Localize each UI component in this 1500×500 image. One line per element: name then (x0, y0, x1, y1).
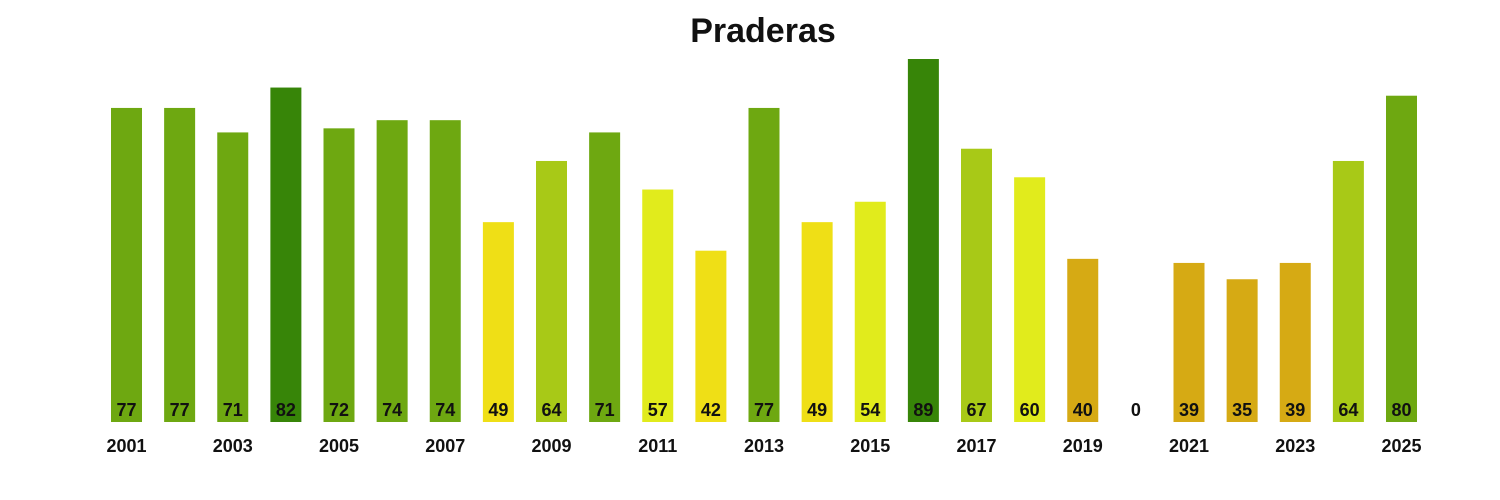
value-label-2025: 80 (1391, 400, 1411, 420)
bar-2023 (1279, 262, 1311, 422)
value-label-2020: 0 (1131, 400, 1141, 420)
value-label-2006: 74 (382, 400, 402, 420)
bar-2009 (536, 160, 567, 422)
value-label-2002: 77 (170, 400, 190, 420)
bar-2008 (482, 222, 514, 422)
x-tick-label-2007: 2007 (425, 436, 465, 456)
value-label-2010: 71 (595, 400, 615, 420)
bar-2002 (164, 107, 196, 422)
x-tick-label-2005: 2005 (319, 436, 359, 456)
value-label-2012: 42 (701, 400, 721, 420)
x-tick-label-2021: 2021 (1169, 436, 1209, 456)
bar-2010 (589, 132, 621, 423)
bar-2016 (907, 59, 939, 422)
x-tick-label-2019: 2019 (1063, 436, 1103, 456)
value-label-2016: 89 (913, 400, 933, 420)
bar-2003 (217, 132, 249, 423)
bar-2025 (1386, 95, 1417, 423)
bar-2005 (323, 128, 355, 422)
bar-2011 (642, 189, 674, 422)
value-label-2015: 54 (860, 400, 880, 420)
value-label-2022: 35 (1232, 400, 1252, 420)
bar-2017 (961, 148, 992, 423)
x-tick-label-2025: 2025 (1381, 436, 1421, 456)
x-tick-label-2013: 2013 (744, 436, 784, 456)
bar-2001 (111, 107, 142, 422)
bar-2004 (270, 87, 302, 423)
value-label-2018: 60 (1020, 400, 1040, 420)
bar-2022 (1226, 279, 1258, 422)
bar-2019 (1067, 258, 1099, 422)
x-tick-label-2003: 2003 (213, 436, 253, 456)
value-label-2005: 72 (329, 400, 349, 420)
bar-2006 (376, 120, 408, 423)
value-label-2021: 39 (1179, 400, 1199, 420)
x-tick-label-2001: 2001 (106, 436, 146, 456)
bar-2024 (1332, 160, 1364, 422)
value-label-2008: 49 (488, 400, 508, 420)
value-label-2014: 49 (807, 400, 827, 420)
value-label-2024: 64 (1338, 400, 1358, 420)
bar-2018 (1014, 177, 1046, 422)
x-tick-label-2017: 2017 (956, 436, 996, 456)
value-label-2009: 64 (541, 400, 561, 420)
x-tick-label-2009: 2009 (531, 436, 571, 456)
value-label-2004: 82 (276, 400, 296, 420)
value-label-2023: 39 (1285, 400, 1305, 420)
value-label-2017: 67 (966, 400, 986, 420)
x-tick-label-2015: 2015 (850, 436, 890, 456)
x-tick-label-2023: 2023 (1275, 436, 1315, 456)
value-label-2007: 74 (435, 400, 455, 420)
x-tick-label-2011: 2011 (638, 436, 677, 456)
bar-2013 (748, 107, 780, 422)
value-label-2019: 40 (1073, 400, 1093, 420)
bar-2012 (695, 250, 727, 422)
bar-2007 (429, 120, 461, 423)
value-label-2001: 77 (116, 400, 136, 420)
bar-2015 (854, 201, 886, 422)
value-label-2013: 77 (754, 400, 774, 420)
value-label-2003: 71 (223, 400, 243, 420)
bar-2021 (1173, 262, 1205, 422)
value-label-2011: 57 (648, 400, 668, 420)
bar-2014 (801, 222, 833, 422)
chart-title: Praderas (690, 12, 836, 50)
